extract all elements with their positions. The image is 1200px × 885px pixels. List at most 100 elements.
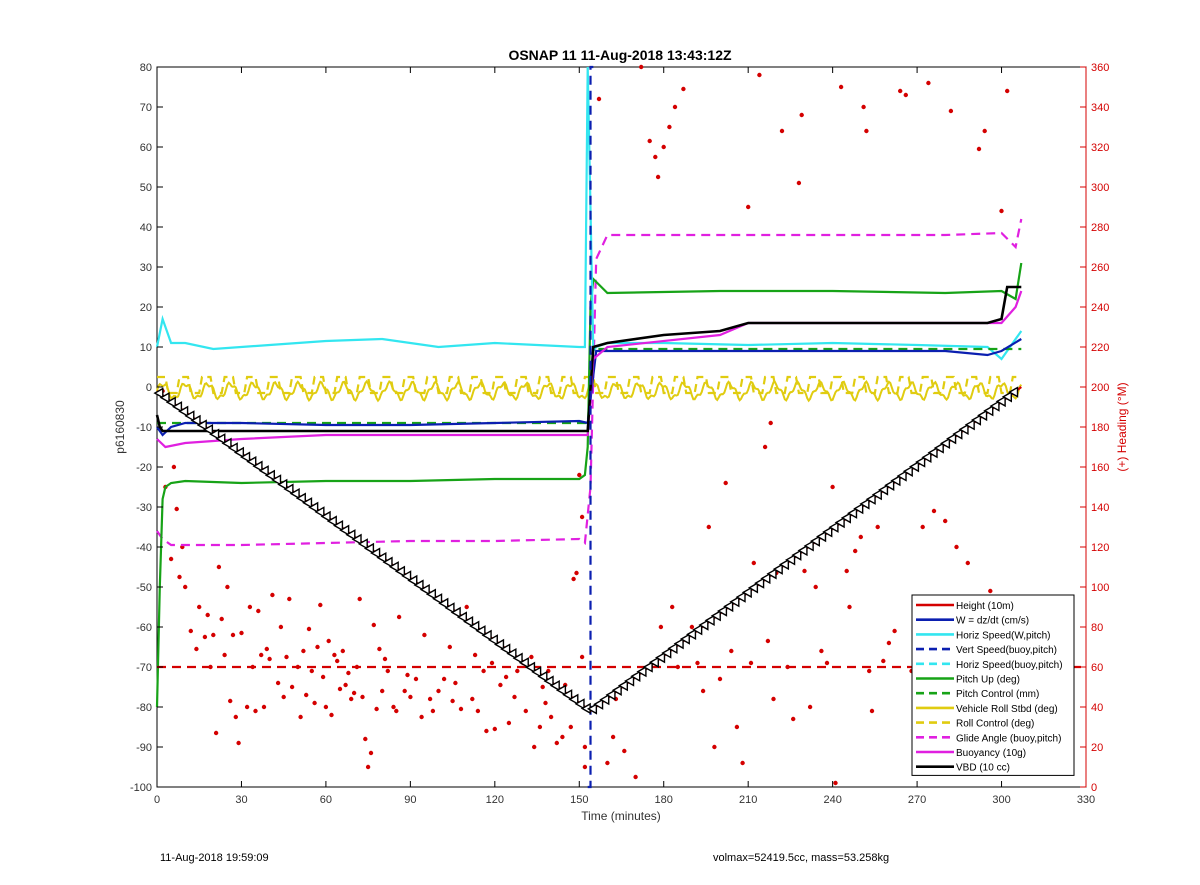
heading-point <box>954 544 959 550</box>
y-tick-label-right: 180 <box>1091 422 1109 434</box>
heading-point <box>653 154 658 160</box>
height-marker <box>209 428 220 440</box>
height-marker <box>772 563 783 575</box>
height-marker <box>246 455 257 468</box>
heading-point <box>377 646 382 652</box>
height-marker <box>196 419 207 431</box>
height-marker <box>741 586 752 599</box>
heading-point <box>515 668 520 674</box>
heading-point <box>610 734 616 740</box>
heading-point <box>838 84 844 90</box>
height-marker <box>747 582 759 594</box>
heading-point <box>363 736 368 742</box>
height-marker <box>537 670 548 683</box>
heading-point <box>228 698 233 704</box>
heading-point <box>892 628 897 634</box>
height-marker <box>363 542 375 555</box>
height-marker <box>481 629 492 642</box>
height-marker <box>432 593 443 605</box>
heading-point <box>385 668 390 674</box>
y-tick-label-right: 100 <box>1091 582 1109 594</box>
heading-point <box>639 64 644 70</box>
heading-point <box>368 750 374 756</box>
height-marker <box>456 611 467 623</box>
y-axis-label-left: p6160830 <box>113 400 127 454</box>
height-marker <box>884 479 895 491</box>
series-line <box>155 262 1023 708</box>
height-marker <box>933 442 944 454</box>
height-marker <box>958 423 969 436</box>
heading-point <box>475 708 481 714</box>
y-tick-label-left: -30 <box>136 502 152 514</box>
heading-point <box>999 208 1004 214</box>
y-tick-label-right: 60 <box>1091 662 1103 674</box>
height-marker <box>202 423 214 436</box>
height-marker <box>766 568 777 580</box>
y-tick-label-right: 280 <box>1091 222 1109 234</box>
heading-point <box>275 680 281 686</box>
heading-point <box>796 180 802 186</box>
heading-point <box>813 584 818 590</box>
y-tick-label-left: -50 <box>136 582 152 594</box>
heading-point <box>332 652 337 658</box>
height-marker <box>302 497 313 509</box>
heading-point <box>205 612 210 618</box>
heading-point <box>532 744 537 750</box>
height-marker <box>964 418 975 431</box>
y-tick-label-left: -100 <box>130 782 152 794</box>
heading-point <box>529 654 534 660</box>
y-tick-label-right: 200 <box>1091 382 1109 394</box>
heading-point <box>278 624 284 630</box>
heading-point <box>222 652 227 658</box>
heading-point <box>568 724 573 730</box>
height-marker <box>308 501 319 514</box>
heading-point <box>571 576 576 582</box>
footer-right: volmax=52419.5cc, mass=53.258kg <box>713 852 890 864</box>
y-axis-label-right: (+) Heading (°M) <box>1115 382 1129 471</box>
heading-point <box>802 568 807 574</box>
heading-point <box>301 648 306 654</box>
y-tick-label-right: 320 <box>1091 142 1109 154</box>
series-line <box>587 65 594 789</box>
height-marker <box>593 698 604 710</box>
heading-point <box>329 712 334 718</box>
height-marker <box>227 442 238 454</box>
heading-point <box>391 704 396 710</box>
height-marker <box>401 570 412 582</box>
heading-point <box>605 760 610 766</box>
x-tick-label: 90 <box>404 794 416 806</box>
height-marker <box>252 460 263 472</box>
footer-left: 11-Aug-2018 19:59:09 <box>160 852 269 864</box>
series-line <box>155 66 1023 361</box>
height-marker <box>190 414 201 427</box>
height-marker <box>178 405 189 418</box>
height-marker <box>159 391 170 404</box>
heading-point <box>667 124 672 130</box>
heading-point <box>658 624 664 630</box>
y-tick-label-left: 0 <box>146 382 152 394</box>
legend-label: Vert Speed(buoy,pitch) <box>956 645 1057 656</box>
height-marker <box>240 451 251 463</box>
height-marker <box>184 410 195 422</box>
y-tick-label-left: 40 <box>140 222 152 234</box>
heading-point <box>779 128 785 134</box>
height-marker <box>878 484 889 496</box>
height-marker <box>271 474 282 486</box>
height-marker <box>438 597 449 610</box>
heading-point <box>225 584 230 590</box>
height-marker <box>760 572 771 585</box>
heading-point <box>672 104 678 110</box>
heading-point <box>582 764 588 770</box>
heading-point <box>1005 88 1010 94</box>
series-layer <box>153 64 1086 789</box>
heading-point <box>394 708 399 714</box>
heading-point <box>948 108 954 114</box>
heading-point <box>596 96 602 102</box>
height-marker <box>339 524 350 536</box>
heading-point <box>197 604 202 610</box>
height-marker <box>995 395 1006 408</box>
y-tick-label-left: 50 <box>140 182 152 194</box>
heading-point <box>188 628 193 634</box>
legend-label: Glide Angle (buoy,pitch) <box>956 733 1061 744</box>
height-marker <box>735 591 746 603</box>
